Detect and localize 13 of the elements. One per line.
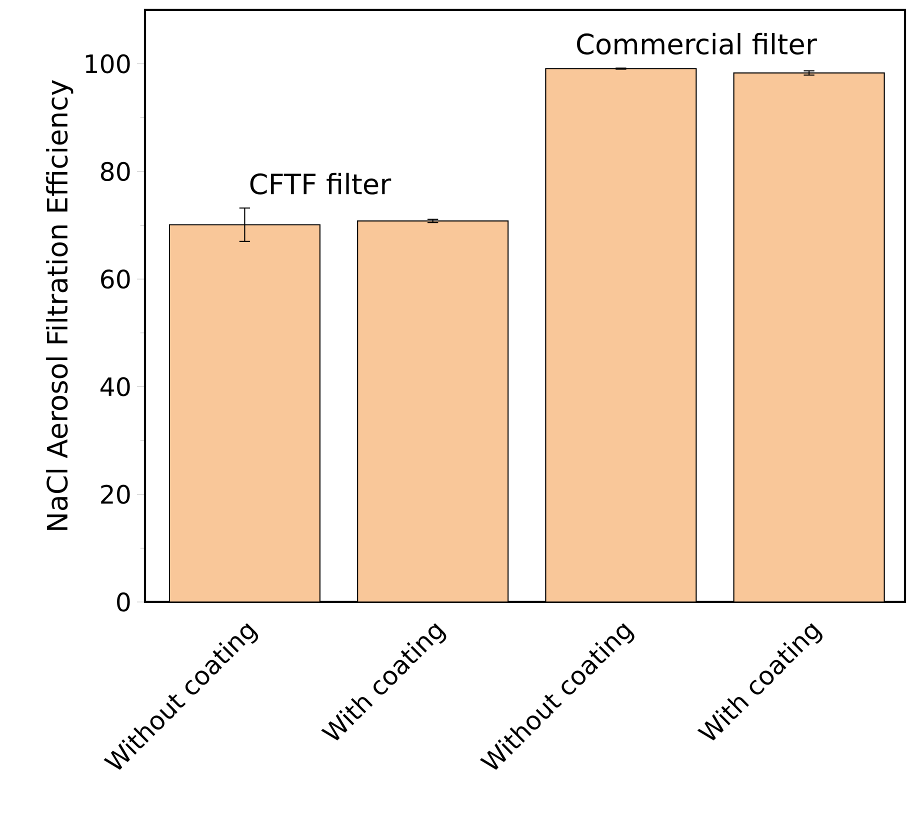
y-tick-label: 80: [100, 162, 130, 182]
y-tick-label: 20: [101, 484, 130, 504]
annotation: Commercial filter: [577, 32, 817, 55]
y-axis-title: NaCl Aerosol Filtration Efficiency: [46, 80, 74, 530]
y-tick-label: 40: [100, 377, 130, 396]
y-tick-label: 100: [86, 54, 130, 74]
annotation: CFTF filter: [250, 172, 392, 195]
y-tick-label: 60: [101, 270, 130, 289]
bar: [733, 72, 885, 602]
bar: [358, 220, 508, 602]
bar: [169, 224, 320, 602]
bar: [546, 68, 696, 602]
y-tick-label: 0: [117, 592, 130, 612]
